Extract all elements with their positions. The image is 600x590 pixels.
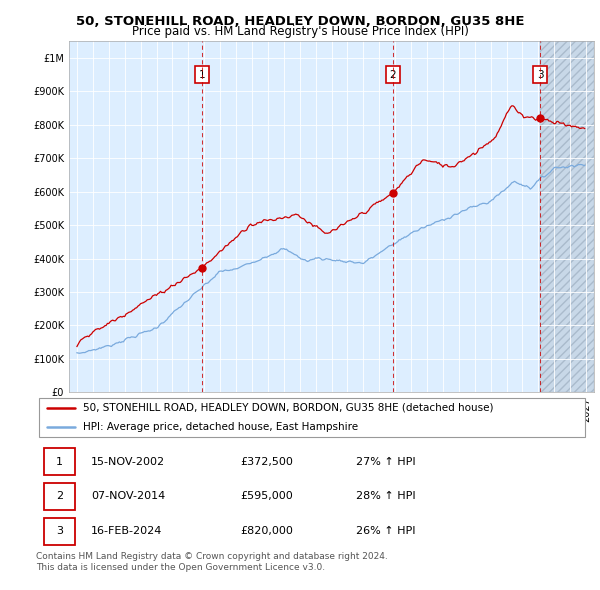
Text: 27% ↑ HPI: 27% ↑ HPI [356,457,416,467]
Text: £595,000: £595,000 [240,491,293,502]
Text: Contains HM Land Registry data © Crown copyright and database right 2024.
This d: Contains HM Land Registry data © Crown c… [36,552,388,572]
Text: 1: 1 [56,457,63,467]
FancyBboxPatch shape [44,448,74,474]
Text: Price paid vs. HM Land Registry's House Price Index (HPI): Price paid vs. HM Land Registry's House … [131,25,469,38]
Text: £820,000: £820,000 [240,526,293,536]
Text: 07-NOV-2014: 07-NOV-2014 [91,491,166,502]
Text: 1: 1 [199,70,206,80]
Text: £372,500: £372,500 [240,457,293,467]
Text: 50, STONEHILL ROAD, HEADLEY DOWN, BORDON, GU35 8HE (detached house): 50, STONEHILL ROAD, HEADLEY DOWN, BORDON… [83,403,493,413]
FancyBboxPatch shape [44,519,74,545]
Text: 2: 2 [56,491,63,502]
Text: 50, STONEHILL ROAD, HEADLEY DOWN, BORDON, GU35 8HE: 50, STONEHILL ROAD, HEADLEY DOWN, BORDON… [76,15,524,28]
Polygon shape [540,41,594,392]
FancyBboxPatch shape [44,483,74,510]
Text: 2: 2 [389,70,396,80]
Text: 15-NOV-2002: 15-NOV-2002 [91,457,166,467]
Text: 16-FEB-2024: 16-FEB-2024 [91,526,163,536]
FancyBboxPatch shape [39,398,585,437]
Text: 26% ↑ HPI: 26% ↑ HPI [356,526,416,536]
Text: HPI: Average price, detached house, East Hampshire: HPI: Average price, detached house, East… [83,422,358,432]
Text: 3: 3 [537,70,544,80]
Text: 3: 3 [56,526,63,536]
Text: 28% ↑ HPI: 28% ↑ HPI [356,491,416,502]
